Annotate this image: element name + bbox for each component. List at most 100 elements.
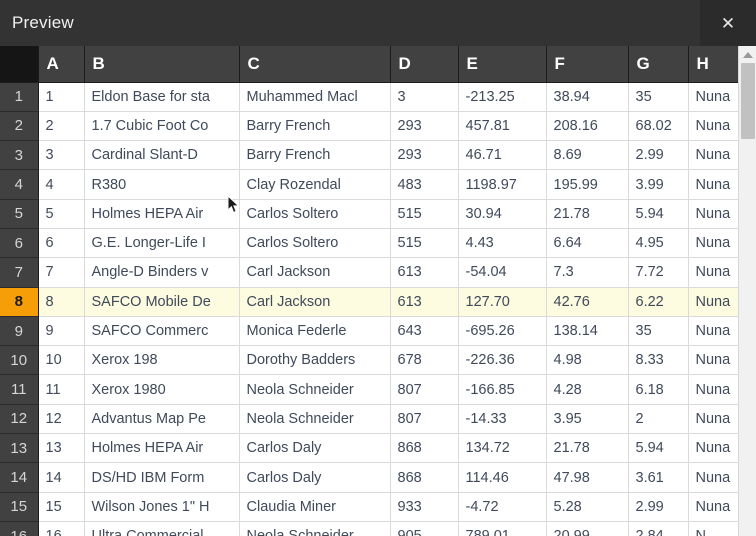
cell-A4[interactable]: 4	[38, 169, 85, 200]
cell-D12[interactable]: 807	[390, 404, 459, 435]
vertical-scrollbar[interactable]	[738, 46, 756, 536]
cell-A12[interactable]: 12	[38, 404, 85, 435]
cell-H13[interactable]: Nuna	[688, 433, 738, 464]
cell-F5[interactable]: 21.78	[546, 199, 629, 229]
cell-E3[interactable]: 46.71	[458, 140, 547, 171]
cell-E10[interactable]: -226.36	[458, 345, 547, 376]
cell-D10[interactable]: 678	[390, 345, 459, 376]
cell-A1[interactable]: 1	[38, 82, 85, 112]
cell-D6[interactable]: 515	[390, 228, 459, 259]
cell-H2[interactable]: Nuna	[688, 111, 738, 142]
cell-G9[interactable]: 35	[628, 316, 689, 347]
cell-C12[interactable]: Neola Schneider	[239, 404, 391, 435]
cell-B2[interactable]: 1.7 Cubic Foot Co	[84, 111, 240, 142]
row-header-7[interactable]: 7	[0, 257, 39, 288]
cell-A8[interactable]: 8	[38, 287, 85, 317]
cell-B12[interactable]: Advantus Map Pe	[84, 404, 240, 435]
cell-F15[interactable]: 5.28	[546, 492, 629, 522]
column-header-e[interactable]: E	[458, 46, 547, 83]
select-all-corner[interactable]	[0, 46, 39, 83]
cell-G5[interactable]: 5.94	[628, 199, 689, 229]
cell-F4[interactable]: 195.99	[546, 169, 629, 200]
cell-A3[interactable]: 3	[38, 140, 85, 171]
cell-H4[interactable]: Nuna	[688, 169, 738, 200]
cell-C8[interactable]: Carl Jackson	[239, 287, 391, 317]
cell-B3[interactable]: Cardinal Slant-D	[84, 140, 240, 171]
cell-C7[interactable]: Carl Jackson	[239, 257, 391, 288]
scroll-up-button[interactable]	[739, 46, 756, 63]
cell-E11[interactable]: -166.85	[458, 374, 547, 405]
cell-F7[interactable]: 7.3	[546, 257, 629, 288]
cell-D1[interactable]: 3	[390, 82, 459, 112]
row-header-16[interactable]: 16	[0, 521, 39, 536]
cell-H5[interactable]: Nuna	[688, 199, 738, 229]
cell-H10[interactable]: Nuna	[688, 345, 738, 376]
cell-B1[interactable]: Eldon Base for sta	[84, 82, 240, 112]
cell-D9[interactable]: 643	[390, 316, 459, 347]
cell-D2[interactable]: 293	[390, 111, 459, 142]
cell-G1[interactable]: 35	[628, 82, 689, 112]
cell-A11[interactable]: 11	[38, 374, 85, 405]
cell-H3[interactable]: Nuna	[688, 140, 738, 171]
cell-B4[interactable]: R380	[84, 169, 240, 200]
cell-G16[interactable]: 2.84	[628, 521, 689, 536]
cell-A10[interactable]: 10	[38, 345, 85, 376]
column-header-g[interactable]: G	[628, 46, 689, 83]
cell-G2[interactable]: 68.02	[628, 111, 689, 142]
cell-C3[interactable]: Barry French	[239, 140, 391, 171]
cell-G12[interactable]: 2	[628, 404, 689, 435]
cell-D7[interactable]: 613	[390, 257, 459, 288]
cell-F2[interactable]: 208.16	[546, 111, 629, 142]
cell-G4[interactable]: 3.99	[628, 169, 689, 200]
cell-D4[interactable]: 483	[390, 169, 459, 200]
cell-E15[interactable]: -4.72	[458, 492, 547, 522]
cell-E16[interactable]: 789.01	[458, 521, 547, 536]
cell-F10[interactable]: 4.98	[546, 345, 629, 376]
cell-B15[interactable]: Wilson Jones 1" H	[84, 492, 240, 522]
cell-C4[interactable]: Clay Rozendal	[239, 169, 391, 200]
cell-E1[interactable]: -213.25	[458, 82, 547, 112]
column-header-f[interactable]: F	[546, 46, 629, 83]
cell-E8[interactable]: 127.70	[458, 287, 547, 317]
cell-H15[interactable]: Nuna	[688, 492, 738, 522]
row-header-11[interactable]: 11	[0, 374, 39, 405]
cell-F6[interactable]: 6.64	[546, 228, 629, 259]
cell-E2[interactable]: 457.81	[458, 111, 547, 142]
cell-C10[interactable]: Dorothy Badders	[239, 345, 391, 376]
cell-G14[interactable]: 3.61	[628, 462, 689, 493]
cell-F3[interactable]: 8.69	[546, 140, 629, 171]
cell-G15[interactable]: 2.99	[628, 492, 689, 522]
cell-B13[interactable]: Holmes HEPA Air	[84, 433, 240, 464]
cell-C15[interactable]: Claudia Miner	[239, 492, 391, 522]
cell-H9[interactable]: Nuna	[688, 316, 738, 347]
cell-H11[interactable]: Nuna	[688, 374, 738, 405]
row-header-6[interactable]: 6	[0, 228, 39, 259]
cell-C6[interactable]: Carlos Soltero	[239, 228, 391, 259]
cell-A9[interactable]: 9	[38, 316, 85, 347]
cell-H14[interactable]: Nuna	[688, 462, 738, 493]
cell-A7[interactable]: 7	[38, 257, 85, 288]
cell-A6[interactable]: 6	[38, 228, 85, 259]
row-header-3[interactable]: 3	[0, 140, 39, 171]
cell-E9[interactable]: -695.26	[458, 316, 547, 347]
row-header-5[interactable]: 5	[0, 199, 39, 229]
cell-A16[interactable]: 16	[38, 521, 85, 536]
row-header-9[interactable]: 9	[0, 316, 39, 347]
cell-G10[interactable]: 8.33	[628, 345, 689, 376]
cell-B9[interactable]: SAFCO Commerc	[84, 316, 240, 347]
cell-E6[interactable]: 4.43	[458, 228, 547, 259]
cell-E14[interactable]: 114.46	[458, 462, 547, 493]
cell-F14[interactable]: 47.98	[546, 462, 629, 493]
cell-B11[interactable]: Xerox 1980	[84, 374, 240, 405]
cell-D14[interactable]: 868	[390, 462, 459, 493]
cell-B7[interactable]: Angle-D Binders v	[84, 257, 240, 288]
cell-B10[interactable]: Xerox 198	[84, 345, 240, 376]
cell-A15[interactable]: 15	[38, 492, 85, 522]
cell-H12[interactable]: Nuna	[688, 404, 738, 435]
column-header-h[interactable]: H	[688, 46, 738, 83]
cell-F1[interactable]: 38.94	[546, 82, 629, 112]
cell-B8[interactable]: SAFCO Mobile De	[84, 287, 240, 317]
cell-F12[interactable]: 3.95	[546, 404, 629, 435]
cell-C9[interactable]: Monica Federle	[239, 316, 391, 347]
cell-E5[interactable]: 30.94	[458, 199, 547, 229]
